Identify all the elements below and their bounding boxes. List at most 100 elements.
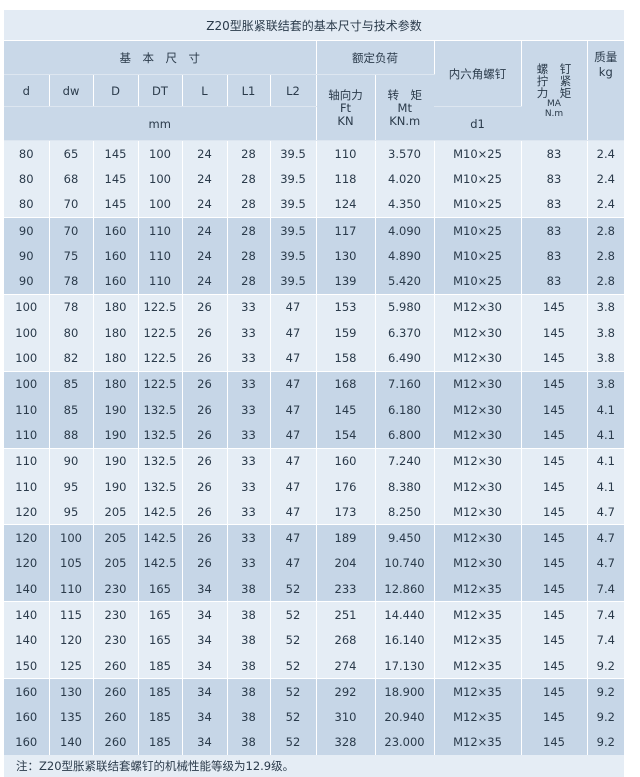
table-cell: 26 xyxy=(182,422,228,449)
table-cell: 80 xyxy=(49,320,94,346)
table-cell: 4.7 xyxy=(587,499,625,525)
table-cell: 145 xyxy=(521,550,588,577)
header-mm: mm xyxy=(4,106,317,141)
table-cell: 251 xyxy=(316,601,376,628)
table-cell: 83 xyxy=(521,216,588,244)
table-cell: 160 xyxy=(93,268,139,295)
table-cell: 52 xyxy=(270,601,317,628)
table-cell: 47 xyxy=(270,499,317,525)
table-cell: 122.5 xyxy=(138,345,183,372)
table-cell: 16.140 xyxy=(375,627,435,653)
table-cell: 110 xyxy=(4,447,50,474)
table-cell: 39.5 xyxy=(270,216,317,244)
table-cell: 100 xyxy=(4,370,50,397)
table-cell: 7.4 xyxy=(587,627,625,653)
table-cell: 80 xyxy=(4,166,50,192)
table-cell: 34 xyxy=(182,729,228,756)
header-mass-label: 质量 xyxy=(594,50,618,64)
table-row: 120 100 205 142.5 26 33 47 189 9.450 M12×30 145 4.7 xyxy=(4,524,625,551)
table-cell: 52 xyxy=(270,627,317,653)
table-cell: 34 xyxy=(182,601,228,628)
table-cell: 140 xyxy=(4,576,50,602)
table-cell: 39.5 xyxy=(270,243,317,269)
table-cell: 26 xyxy=(182,473,228,500)
table-row: 80 68 145 100 24 28 39.5 118 4.020 M10×25 83 2.4 xyxy=(4,166,625,192)
table-cell: 88 xyxy=(49,422,94,449)
table-cell: 190 xyxy=(93,473,139,500)
header-torque-unit: N.m xyxy=(544,108,564,119)
table-cell: 2.8 xyxy=(587,268,625,295)
table-cell: 185 xyxy=(138,652,183,679)
table-cell: 150 xyxy=(4,652,50,679)
table-cell: 4.1 xyxy=(587,473,625,500)
table-cell: 39.5 xyxy=(270,140,317,167)
table-cell: 26 xyxy=(182,447,228,474)
table-row: 90 70 160 110 24 28 39.5 117 4.090 M10×25 83 2.8 xyxy=(4,216,625,244)
table-cell: 70 xyxy=(49,216,94,244)
table-cell: M10×25 xyxy=(434,191,522,218)
table-row: 110 95 190 132.5 26 33 47 176 8.380 M12×30 145 4.1 xyxy=(4,473,625,500)
table-cell: 34 xyxy=(182,704,228,730)
table-cell: 3.8 xyxy=(587,320,625,346)
table-cell: 26 xyxy=(182,396,228,423)
table-cell: 4.020 xyxy=(375,166,435,192)
table-cell: 205 xyxy=(93,499,139,525)
table-cell: 28 xyxy=(227,243,271,269)
table-cell: M12×30 xyxy=(434,524,522,551)
table-cell: 142.5 xyxy=(138,550,183,577)
table-cell: 24 xyxy=(182,191,228,218)
table-row: 120 95 205 142.5 26 33 47 173 8.250 M12×30 145 4.7 xyxy=(4,499,625,525)
table-cell: 4.1 xyxy=(587,422,625,449)
table-cell: 33 xyxy=(227,524,271,551)
table-cell: 85 xyxy=(49,396,94,423)
table-cell: 140 xyxy=(49,729,94,756)
table-cell: 122.5 xyxy=(138,370,183,397)
table-cell: 145 xyxy=(521,601,588,628)
table-cell: 310 xyxy=(316,704,376,730)
table-row: 110 85 190 132.5 26 33 47 145 6.180 M12×30 145 4.1 xyxy=(4,396,625,423)
table-cell: 165 xyxy=(138,601,183,628)
table-cell: 38 xyxy=(227,627,271,653)
table-cell: 140 xyxy=(4,627,50,653)
table-cell: 159 xyxy=(316,320,376,346)
table-cell: 83 xyxy=(521,268,588,295)
table-cell: 180 xyxy=(93,345,139,372)
table-title: Z20型胀紧联结套的基本尺寸与技术参数 xyxy=(4,10,625,41)
table-cell: M10×25 xyxy=(434,243,522,269)
table-cell: 7.4 xyxy=(587,601,625,628)
table-cell: M10×25 xyxy=(434,140,522,167)
table-cell: 145 xyxy=(521,499,588,525)
table-cell: 83 xyxy=(521,243,588,269)
table-cell: 145 xyxy=(316,396,376,423)
table-cell: 33 xyxy=(227,320,271,346)
table-cell: M12×30 xyxy=(434,447,522,474)
table-cell: 145 xyxy=(521,370,588,397)
table-cell: 4.1 xyxy=(587,396,625,423)
table-cell: M12×30 xyxy=(434,345,522,372)
table-cell: 38 xyxy=(227,729,271,756)
table-cell: 160 xyxy=(4,704,50,730)
table-cell: 105 xyxy=(49,550,94,577)
table-cell: 100 xyxy=(138,166,183,192)
table-cell: 122.5 xyxy=(138,320,183,346)
table-cell: 110 xyxy=(138,268,183,295)
table-cell: 33 xyxy=(227,473,271,500)
header-col-l1: L1 xyxy=(227,74,271,107)
table-cell: M10×25 xyxy=(434,216,522,244)
table-cell: 52 xyxy=(270,704,317,730)
table-cell: 83 xyxy=(521,166,588,192)
table-cell: M12×30 xyxy=(434,396,522,423)
table-cell: 33 xyxy=(227,370,271,397)
table-cell: 2.8 xyxy=(587,216,625,244)
table-cell: 24 xyxy=(182,268,228,295)
table-cell: 47 xyxy=(270,524,317,551)
table-cell: 180 xyxy=(93,370,139,397)
table-cell: 28 xyxy=(227,140,271,167)
table-cell: 38 xyxy=(227,704,271,730)
table-cell: 110 xyxy=(4,422,50,449)
table-cell: 95 xyxy=(49,499,94,525)
table-cell: 33 xyxy=(227,550,271,577)
table-cell: 145 xyxy=(521,704,588,730)
table-cell: 47 xyxy=(270,320,317,346)
table-cell: M12×30 xyxy=(434,320,522,346)
